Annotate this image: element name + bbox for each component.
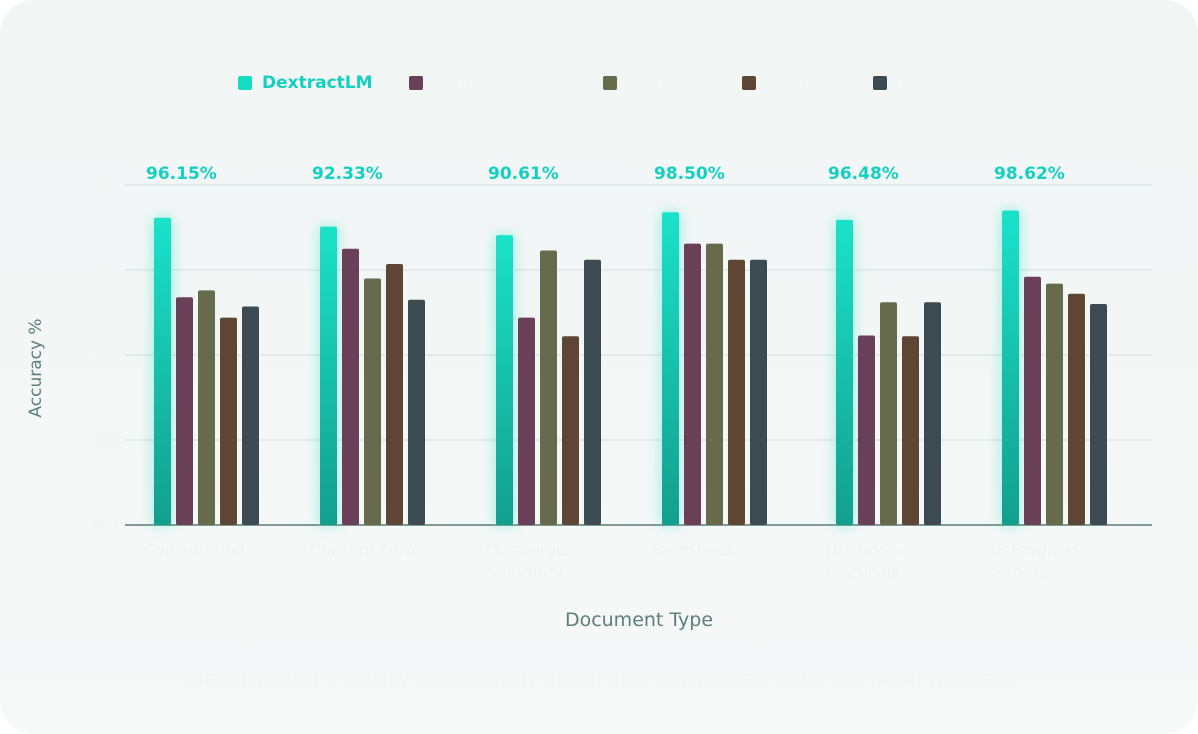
chart-legend: DextractLM Llama3.2-Vision Llama3.3 Inte… [238,70,1018,96]
bar-llama3-2-vision-0 [176,297,193,525]
data-label-0: 96.15% [146,164,217,184]
y-tick-label-3: 90% [92,263,119,277]
legend-swatch-0 [238,76,252,90]
legend-swatch-3 [741,76,756,90]
bar-internvl-2 [562,336,579,525]
bar-dextractlm-2 [496,235,513,525]
bar-llama3-3-2 [540,250,557,525]
bar-llama3-3-4 [880,302,897,525]
bar-llama3-3-1 [364,278,381,525]
legend-swatch-2 [603,76,618,90]
bar-llama3-3-0 [198,290,215,525]
bar-docquery-3 [750,259,767,525]
x-tick-label-5: IP Progress Reports [992,540,1080,581]
bar-internvl-1 [386,264,403,525]
y-tick-label-0: 60% [92,518,119,532]
data-label-3: 98.50% [654,164,725,184]
legend-label-2: Llama3.3 [627,73,706,93]
x-tick-label-2: Discharge Summary [486,540,566,581]
x-tick-label-0: Consultation [144,540,245,559]
bar-docquery-4 [924,302,941,525]
bar-llama3-2-vision-5 [1024,276,1041,525]
data-label-2: 90.61% [488,164,559,184]
legend-item-0: DextractLM [238,73,373,93]
bar-llama3-3-5 [1046,283,1063,525]
bar-internvl-5 [1068,293,1085,525]
bar-llama3-2-vision-2 [518,317,535,525]
legend-item-2: Llama3.3 [603,73,706,93]
bar-internvl-3 [728,259,745,525]
legend-item-1: Llama3.2-Vision [408,73,568,93]
legend-item-3: InternVL [741,73,838,93]
bar-docquery-0 [242,306,259,525]
legend-label-3: InternVL [765,73,838,93]
bar-docquery-1 [408,299,425,525]
bar-docquery-5 [1090,304,1107,525]
bar-llama3-2-vision-1 [342,248,359,525]
data-label-5: 98.62% [994,164,1065,184]
data-label-1: 92.33% [312,164,383,184]
legend-item-4: DocQuery [873,73,982,93]
legend-label-4: DocQuery [897,73,982,93]
chart-caption: DextractLM's entity extraction accuracy … [186,666,1014,692]
legend-label-0: DextractLM [262,73,373,93]
x-tick-label-4: History & Physicals [826,540,900,581]
y-tick-label-1: 70% [92,433,119,447]
bar-llama3-2-vision-3 [684,243,701,525]
bar-internvl-0 [220,317,237,525]
data-label-4: 96.48% [828,164,899,184]
bar-internvl-4 [902,336,919,525]
legend-swatch-1 [408,76,423,90]
y-tick-label-4: 100% [85,178,119,192]
bar-dextractlm-3 [662,212,679,525]
bar-dextractlm-1 [320,226,337,525]
bar-llama3-2-vision-4 [858,335,875,525]
x-tick-label-1: Consent Form [310,540,421,559]
bar-docquery-2 [584,259,601,525]
bar-dextractlm-4 [836,219,853,525]
bar-dextractlm-5 [1002,210,1019,525]
x-tick-label-3: Facesheet [652,540,733,559]
bar-dextractlm-0 [154,217,171,525]
legend-swatch-4 [873,76,888,90]
y-axis-label: Accuracy % [26,318,46,418]
legend-label-1: Llama3.2-Vision [432,73,568,93]
bar-llama3-3-3 [706,243,723,525]
x-axis-label: Document Type [564,609,714,631]
y-tick-label-2: 80% [92,348,119,362]
